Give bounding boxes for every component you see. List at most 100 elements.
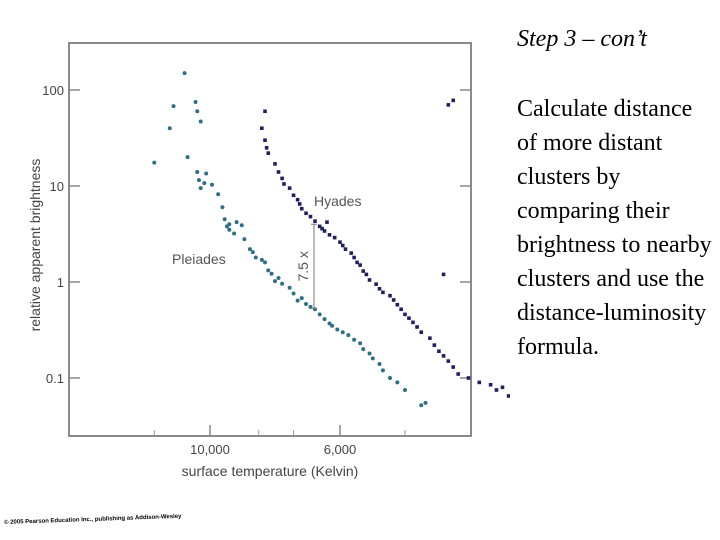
pleiades-point (196, 178, 201, 183)
pleiades-point (403, 387, 407, 392)
y-tick-label: 10 (50, 179, 64, 194)
hyades-point (322, 229, 327, 233)
pleiades-point (227, 227, 232, 232)
pleiades-point (423, 400, 428, 405)
pleiades-point (295, 298, 300, 303)
hyades-point (352, 255, 356, 260)
hyades-point (391, 298, 396, 302)
hyades-point (477, 380, 482, 385)
pleiades-point (234, 220, 239, 225)
y-axis: 100 10 1 0.1 (42, 83, 471, 386)
hyades-point (343, 247, 348, 251)
pleiades-point (250, 250, 255, 255)
pleiades-point (358, 341, 363, 346)
pleiades-point (193, 99, 198, 104)
pleiades-point (171, 104, 176, 109)
x-axis-label: surface temperature (Kelvin) (182, 463, 359, 479)
pleiades-point (380, 368, 385, 373)
pleiades-point (222, 217, 227, 222)
pleiades-point (195, 169, 200, 174)
series-label-pleiades: Pleiades (172, 251, 226, 267)
hyades-point (441, 272, 446, 277)
pleiades-point (370, 356, 375, 361)
pleiades-point (352, 337, 357, 342)
hyades-point (374, 282, 378, 286)
hyades-point (388, 293, 392, 298)
pleiades-point (361, 347, 366, 352)
pleiades-point (291, 291, 296, 296)
x-tick-label: 10,000 (190, 442, 230, 457)
hyades-point (441, 354, 446, 358)
slide-body-text: Calculate distance of more distant clust… (517, 96, 712, 360)
x-tick-label: 6,000 (324, 442, 357, 457)
hyades-point (403, 312, 407, 317)
pleiades-point (273, 279, 277, 284)
pleiades-point (304, 301, 309, 306)
pleiades-point (340, 330, 345, 335)
hyades-point (446, 359, 451, 363)
hyades-point (381, 290, 385, 295)
pleiades-point (227, 222, 232, 227)
pleiades-point (253, 255, 258, 260)
hyades-point (446, 103, 451, 107)
pleiades-point (242, 237, 247, 242)
hyades-point (295, 197, 300, 202)
hyades-point (280, 176, 284, 181)
pleiades-point (263, 260, 267, 265)
hyades-point (340, 243, 345, 248)
series-label-hyades: Hyades (314, 193, 361, 209)
pleiades-point (346, 333, 351, 338)
pleiades-point (220, 205, 225, 210)
hyades-point (317, 224, 322, 229)
data-points (152, 71, 510, 408)
hyades-point (299, 206, 304, 211)
hyades-point (291, 193, 296, 198)
pleiades-point (266, 268, 271, 273)
hyades-point (260, 126, 264, 131)
pleiades-point (185, 155, 190, 160)
hyades-point (451, 365, 456, 369)
hyades-point (428, 336, 432, 340)
hyades-point (451, 98, 456, 103)
hyades-point (332, 235, 337, 240)
pleiades-point (419, 403, 424, 408)
pleiades-point (317, 312, 322, 317)
pleiades-point (198, 186, 203, 191)
pleiades-point (280, 281, 285, 286)
pleiades-point (367, 351, 372, 356)
hyades-point (419, 330, 424, 334)
hyades-point (308, 214, 313, 219)
hyades-point (304, 211, 308, 216)
pleiades-point (204, 171, 209, 176)
hyades-point (263, 109, 267, 114)
pleiades-point (247, 247, 252, 252)
hyades-point (432, 343, 437, 347)
hyades-point (411, 320, 415, 325)
hyades-point (264, 145, 269, 150)
hyades-point (377, 286, 382, 291)
pleiades-point (269, 271, 274, 276)
pleiades-point (198, 119, 203, 124)
hyades-point (500, 385, 505, 390)
hyades-point (355, 260, 359, 265)
y-axis-label: relative apparent brightness (27, 159, 43, 332)
hyades-point (349, 251, 354, 255)
ratio-label: 7.5 x (295, 251, 311, 281)
hyades-point (297, 202, 302, 206)
pleiades-point (195, 109, 200, 114)
hyades-point (415, 325, 419, 329)
pleiades-point (287, 285, 292, 290)
pleiades-point (216, 192, 221, 197)
hyades-point (364, 272, 369, 277)
pleiades-point (330, 323, 335, 328)
hyades-point (367, 278, 372, 282)
hyades-point (320, 226, 324, 231)
pleiades-point (299, 296, 304, 301)
hyades-point (456, 372, 460, 376)
hyades-point (327, 233, 332, 237)
chart: 100 10 1 0.1 10,000 6,000 7.5 x Hyades Pleia… (27, 42, 510, 479)
y-tick-label: 1 (57, 275, 64, 290)
hyades-point (488, 382, 493, 387)
hyades-point (466, 376, 471, 380)
hyades-point (276, 170, 281, 174)
